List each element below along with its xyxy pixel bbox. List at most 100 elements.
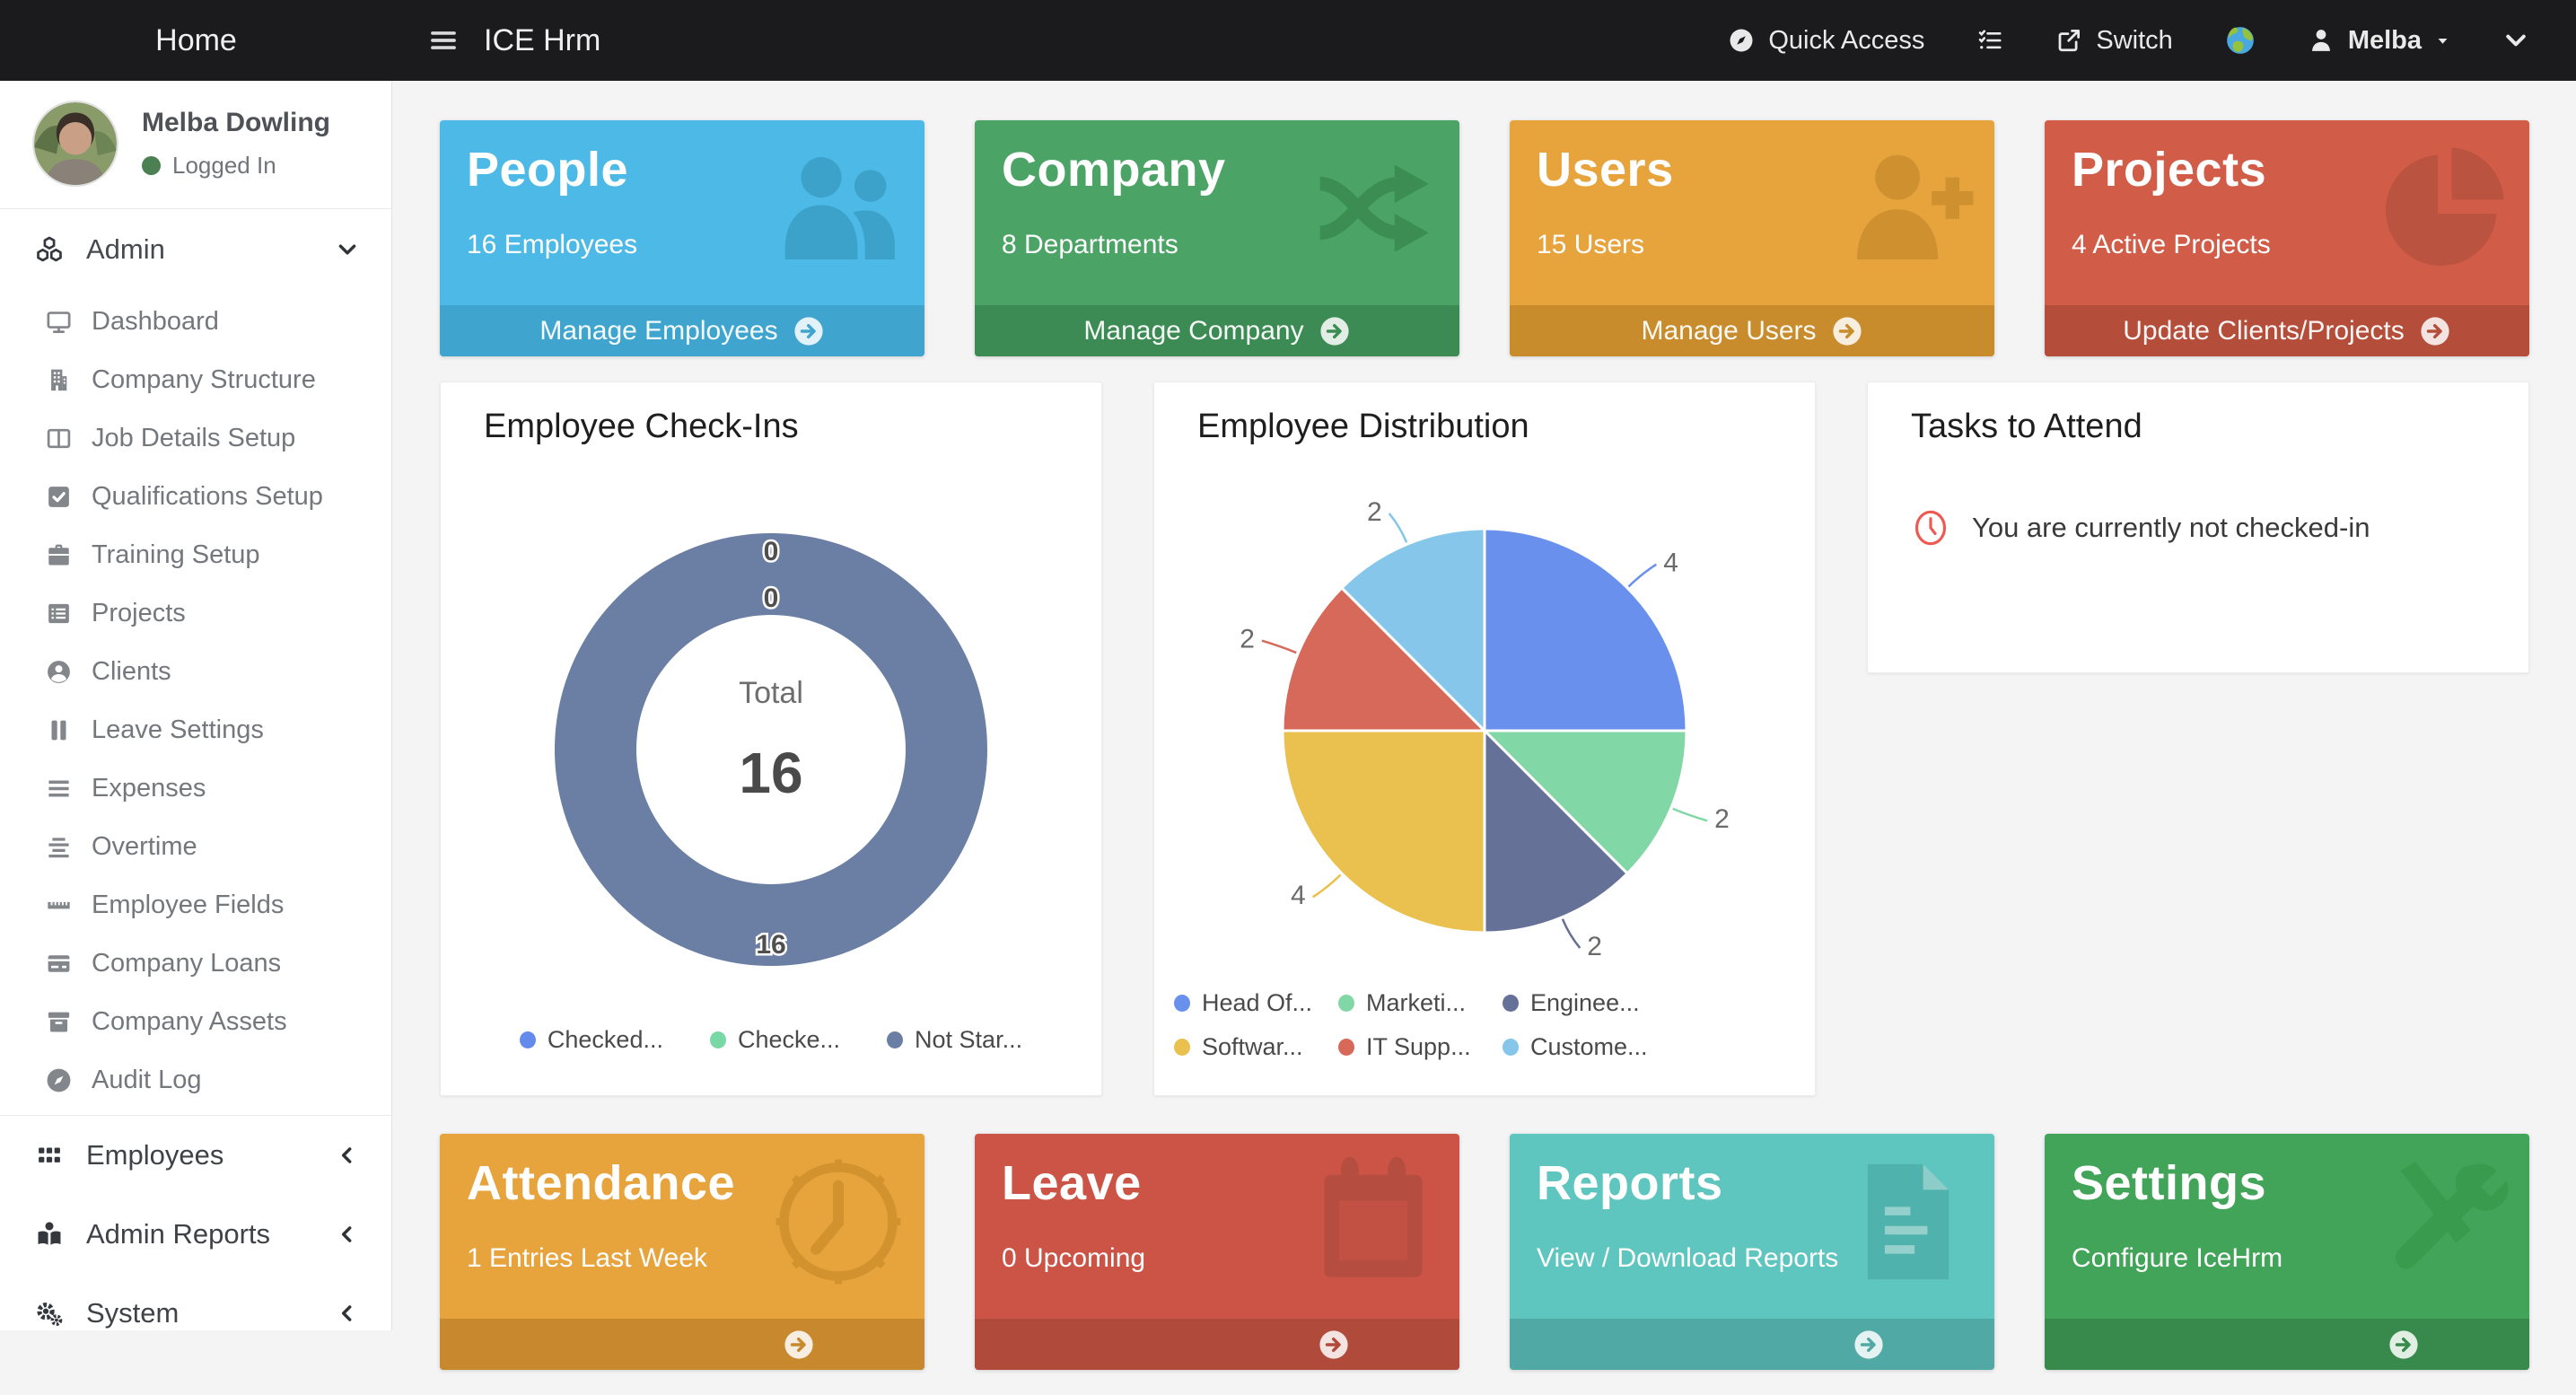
legend-item[interactable]: Custome...	[1503, 1033, 1667, 1061]
sidebar-item-label: Qualifications Setup	[92, 482, 323, 511]
card-body: People 16 Employees	[440, 120, 924, 305]
sidebar-item-clients[interactable]: Clients	[0, 643, 391, 701]
card-subtitle: 15 Users	[1537, 230, 1645, 259]
svg-text:4: 4	[1663, 548, 1678, 578]
sidebar-item-audit-log[interactable]: Audit Log	[0, 1051, 391, 1110]
task-item: You are currently not checked-in	[1913, 508, 2370, 548]
circle-arrow-icon	[793, 315, 825, 347]
sidebar-item-overtime[interactable]: Overtime	[0, 818, 391, 876]
sidebar-section-label: Admin	[86, 233, 165, 265]
sidebar-section-employees[interactable]: Employees	[0, 1116, 391, 1195]
sidebar-nav: Admin Dashboard Company Structure Job Detai…	[0, 209, 391, 1353]
card-title: Settings	[2072, 1156, 2267, 1210]
card-subtitle: 4 Active Projects	[2072, 230, 2271, 259]
sidebar-item-qualifications-setup[interactable]: Qualifications Setup	[0, 468, 391, 526]
card-footer-label: Manage Company	[1083, 315, 1304, 346]
sidebar-item-company-assets[interactable]: Company Assets	[0, 993, 391, 1051]
sidebar-item-company-structure[interactable]: Company Structure	[0, 351, 391, 409]
sidebar-item-label: Projects	[92, 599, 186, 627]
navbar-collapse-chevron-icon[interactable]	[2502, 27, 2529, 54]
legend-item[interactable]: Head Of...	[1174, 989, 1338, 1017]
lines-icon	[45, 775, 73, 803]
card-subtitle: View / Download Reports	[1537, 1243, 1839, 1273]
legend-item[interactable]: Checke...	[709, 1026, 840, 1054]
user-menu[interactable]: Melba	[2308, 26, 2450, 56]
card-projects[interactable]: Projects 4 Active Projects Update Clients/…	[2045, 120, 2529, 356]
sidebar-item-expenses[interactable]: Expenses	[0, 759, 391, 818]
card-reports[interactable]: Reports View / Download Reports	[1510, 1134, 1994, 1370]
card-subtitle: 16 Employees	[467, 230, 638, 259]
card-company[interactable]: Company 8 Departments Manage Company	[975, 120, 1459, 356]
card-footer-link[interactable]: Manage Employees	[440, 305, 924, 356]
sidebar-section-admin-reports[interactable]: Admin Reports	[0, 1195, 391, 1274]
sidebar-item-employee-fields[interactable]: Employee Fields	[0, 876, 391, 934]
quick-access-button[interactable]: Quick Access	[1728, 26, 1924, 56]
distribution-pie-chart: 4 2 2 4 2 2	[1154, 481, 1815, 1002]
checklist-icon[interactable]	[1976, 27, 2003, 54]
sidebar-item-label: Training Setup	[92, 540, 260, 569]
card-attendance[interactable]: Attendance 1 Entries Last Week	[440, 1134, 924, 1370]
sidebar-section-system[interactable]: System	[0, 1274, 391, 1353]
legend-label: Marketi...	[1366, 989, 1467, 1016]
avatar[interactable]	[34, 102, 117, 185]
circle-arrow-icon	[1853, 1329, 1885, 1361]
card-leave[interactable]: Leave 0 Upcoming	[975, 1134, 1459, 1370]
book-user-icon	[34, 1219, 65, 1250]
legend-item[interactable]: Not Star...	[887, 1026, 1022, 1054]
legend-item[interactable]: Softwar...	[1174, 1033, 1338, 1061]
legend-dot	[1503, 995, 1519, 1012]
home-link[interactable]: Home	[155, 22, 237, 57]
monitor-icon	[45, 308, 73, 336]
globe-icon[interactable]	[2225, 25, 2256, 56]
legend-label: Checked...	[547, 1026, 663, 1053]
circle-arrow-icon	[2388, 1329, 2420, 1361]
sidebar-item-dashboard[interactable]: Dashboard	[0, 293, 391, 351]
sidebar-item-training-setup[interactable]: Training Setup	[0, 526, 391, 584]
quick-access-label: Quick Access	[1768, 25, 1925, 55]
card-settings[interactable]: Settings Configure IceHrm	[2045, 1134, 2529, 1370]
card-users[interactable]: Users 15 Users Manage Users	[1510, 120, 1994, 356]
card-footer-link[interactable]	[440, 1319, 924, 1370]
legend-label: Custome...	[1530, 1033, 1648, 1060]
legend-item[interactable]: Marketi...	[1338, 989, 1503, 1017]
svg-text:2: 2	[1587, 932, 1602, 961]
legend-dot	[709, 1031, 726, 1048]
card-footer-link[interactable]	[1510, 1319, 1994, 1370]
profile-name: Melba Dowling	[142, 108, 330, 137]
card-footer-link[interactable]	[2045, 1319, 2529, 1370]
legend-label: Not Star...	[915, 1026, 1023, 1053]
sidebar: Melba Dowling Logged In Admin Dashboard Co…	[0, 81, 392, 1330]
card-title: Projects	[2072, 143, 2267, 197]
chevron-left-icon	[336, 1144, 359, 1167]
card-footer-label: Manage Employees	[539, 315, 778, 346]
legend-item[interactable]: IT Supp...	[1338, 1033, 1503, 1061]
card-people[interactable]: People 16 Employees Manage Employees	[440, 120, 924, 356]
legend-item[interactable]: Enginee...	[1503, 989, 1667, 1017]
sidebar-section-admin[interactable]: Admin	[0, 211, 391, 284]
hamburger-menu-icon[interactable]	[428, 25, 459, 56]
card-footer-link[interactable]	[975, 1319, 1459, 1370]
card-body: Reports View / Download Reports	[1510, 1134, 1994, 1319]
sidebar-item-leave-settings[interactable]: Leave Settings	[0, 701, 391, 759]
task-text: You are currently not checked-in	[1972, 512, 2370, 543]
legend-dot	[1174, 1039, 1190, 1056]
archive-icon	[45, 1008, 73, 1036]
tools-icon	[2375, 1154, 2511, 1290]
sidebar-item-company-loans[interactable]: Company Loans	[0, 934, 391, 993]
legend-dot	[1338, 995, 1354, 1012]
sidebar-item-projects[interactable]: Projects	[0, 584, 391, 643]
card-footer-link[interactable]: Manage Company	[975, 305, 1459, 356]
switch-button[interactable]: Switch	[2055, 26, 2173, 56]
sidebar-item-label: Expenses	[92, 774, 206, 803]
sidebar-section-label: System	[86, 1297, 180, 1329]
sidebar-item-job-details-setup[interactable]: Job Details Setup	[0, 409, 391, 468]
sidebar-item-label: Job Details Setup	[92, 424, 296, 452]
circle-arrow-icon	[1318, 1329, 1350, 1361]
svg-text:Total: Total	[739, 676, 803, 710]
distribution-legend: Head Of... Marketi... Enginee... Softwar...…	[1154, 989, 1815, 1061]
card-footer-link[interactable]: Manage Users	[1510, 305, 1994, 356]
legend-item[interactable]: Checked...	[519, 1026, 663, 1054]
card-title: Company	[1002, 143, 1226, 197]
card-footer-link[interactable]: Update Clients/Projects	[2045, 305, 2529, 356]
building-icon	[45, 366, 73, 394]
